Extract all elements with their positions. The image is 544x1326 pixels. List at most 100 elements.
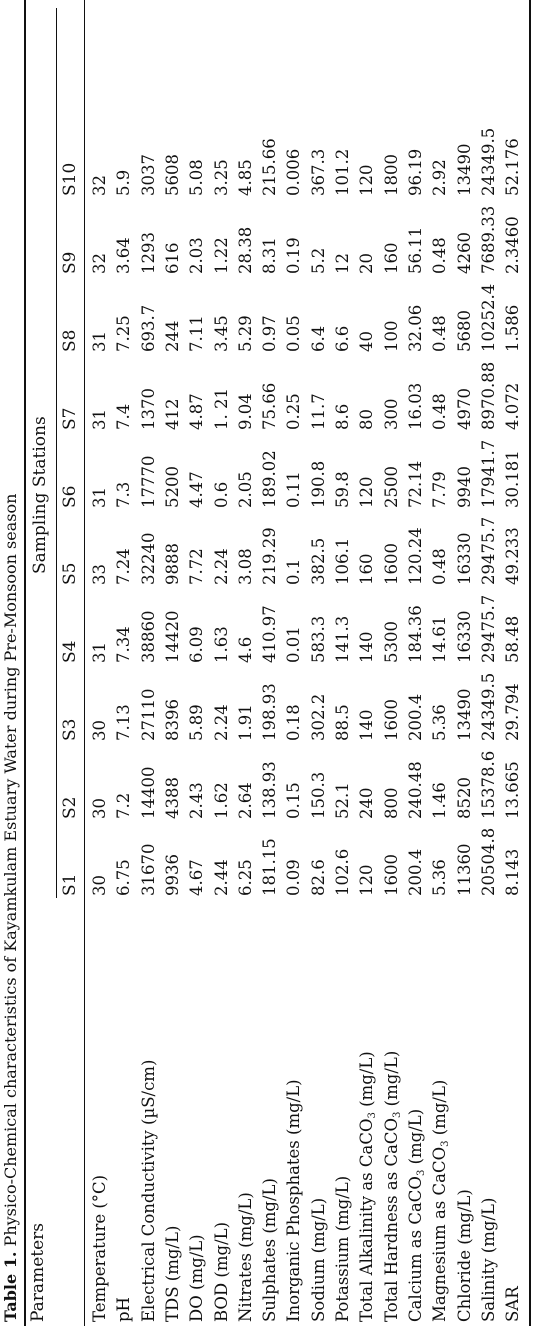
table-cell: 160 [357,553,377,586]
table-cell: 5300 [381,621,401,663]
table-cell: 16.03 [405,382,425,430]
table-cell: 0.006 [284,148,304,196]
table-cell: 184.36 [405,605,425,663]
table-cell: 2.03 [187,237,207,274]
table-cell: 0.11 [284,471,304,508]
table-cell: 59.8 [333,471,352,508]
table-cell: 219.29 [260,527,280,585]
table-cell: 0.48 [430,393,450,430]
parameter-name: Calcium as CaCO3 (mg/L) [405,1108,427,1322]
table-cell: 1370 [138,388,158,430]
table-cell: 1293 [138,232,158,274]
parameter-name: Sulphates (mg/L) [260,1178,280,1322]
table-cell: 240.48 [405,761,425,819]
table-cell: 24349.5 [478,672,498,741]
table-cell: 5.2 [308,247,328,274]
table-cell: 38860 [138,610,158,664]
table-cell: 56.11 [405,226,425,274]
table-cell: 30.181 [503,450,523,508]
table-cell: 33 [90,564,109,585]
table-cell: 28.38 [235,226,255,274]
table-cell: 5.36 [430,704,450,741]
table-cell: 7.79 [430,471,450,508]
table-cell: 382.5 [308,537,328,585]
table-cell: 7.11 [187,315,207,352]
table-cell: 9888 [162,543,182,585]
caption-label: Table 1. [1,1251,20,1322]
table-cell: 31 [90,331,109,352]
table-cell: 14400 [138,766,158,820]
table-cell: 4388 [162,777,182,819]
table-cell: 40 [357,331,377,352]
table-cell: 0.97 [260,315,280,352]
table-cell: 75.66 [260,382,280,430]
table-cell: 0.18 [284,704,304,741]
table-cell: 5.89 [187,704,207,741]
table-cell: 300 [381,398,401,431]
table-cell: 30 [90,875,109,896]
parameter-name: pH [114,1297,134,1322]
table-cell: 58.48 [503,615,523,663]
table-cell: 96.19 [405,148,425,196]
table-cell: 30 [90,798,109,819]
column-header-s9: S9 [60,251,80,274]
table-cell: 1. 21 [211,388,231,430]
table-cell: 106.1 [333,537,352,585]
parameter-name: TDS (mg/L) [162,1225,182,1322]
parameter-name: Total Hardness as CaCO3 (mg/L) [381,1050,403,1322]
table-cell: 6.75 [114,859,134,896]
table-cell: 20504.8 [478,827,498,896]
table-cell: 1600 [381,543,401,585]
table-cell: 4970 [454,388,474,430]
table-cell: 140 [357,709,377,742]
table-cell: 1.91 [235,704,255,741]
table-cell: 2.24 [211,704,231,741]
table-cell: 140 [357,631,377,664]
column-header-s7: S7 [60,407,80,430]
stations-rule [56,8,57,898]
table-cell: 12 [333,253,352,274]
table-cell: 100 [381,320,401,353]
table-cell: 2500 [381,466,401,508]
table-cell: 160 [381,242,401,275]
table-cell: 7.13 [114,704,134,741]
table-cell: 16330 [454,532,474,586]
table-cell: 9936 [162,854,182,896]
table-cell: 32240 [138,532,158,586]
table-cell: 410.97 [260,605,280,663]
table-cell: 5.36 [430,859,450,896]
table-cell: 102.6 [333,848,352,896]
caption-text: Physico-Chemical characteristics of Kaya… [1,493,20,1247]
table-cell: 49.233 [503,527,523,585]
table-cell: 2.43 [187,782,207,819]
table-cell: 20 [357,253,377,274]
table-cell: 0.1 [284,558,304,585]
table-cell: 6.6 [333,325,352,352]
table-cell: 367.3 [308,148,328,196]
parameters-header: Parameters [28,1223,48,1322]
table-cell: 0.48 [430,315,450,352]
column-header-s8: S8 [60,329,80,352]
parameter-name: DO (mg/L) [187,1234,207,1322]
table-cell: 2.3460 [503,216,523,274]
table-cell: 7.72 [187,548,207,585]
table-cell: 0.19 [284,237,304,274]
table-cell: 27110 [138,688,158,742]
table-cell: 82.6 [308,859,328,896]
table-cell: 52.176 [503,138,523,196]
table-cell: 190.8 [308,460,328,508]
parameter-name: Magnesium as CaCO3 (mg/L) [430,1079,452,1322]
table-cell: 3037 [138,154,158,196]
table-cell: 120 [357,864,377,897]
table-cell: 31 [90,487,109,508]
table-cell: 0.01 [284,626,304,663]
table-cell: 7.2 [114,792,134,819]
table-cell: 5.08 [187,159,207,196]
table-cell: 6.25 [235,859,255,896]
table-cell: 31 [90,409,109,430]
table-cell: 32 [90,253,109,274]
table-cell: 9.04 [235,393,255,430]
table-cell: 1.63 [211,626,231,663]
table-cell: 302.2 [308,693,328,741]
